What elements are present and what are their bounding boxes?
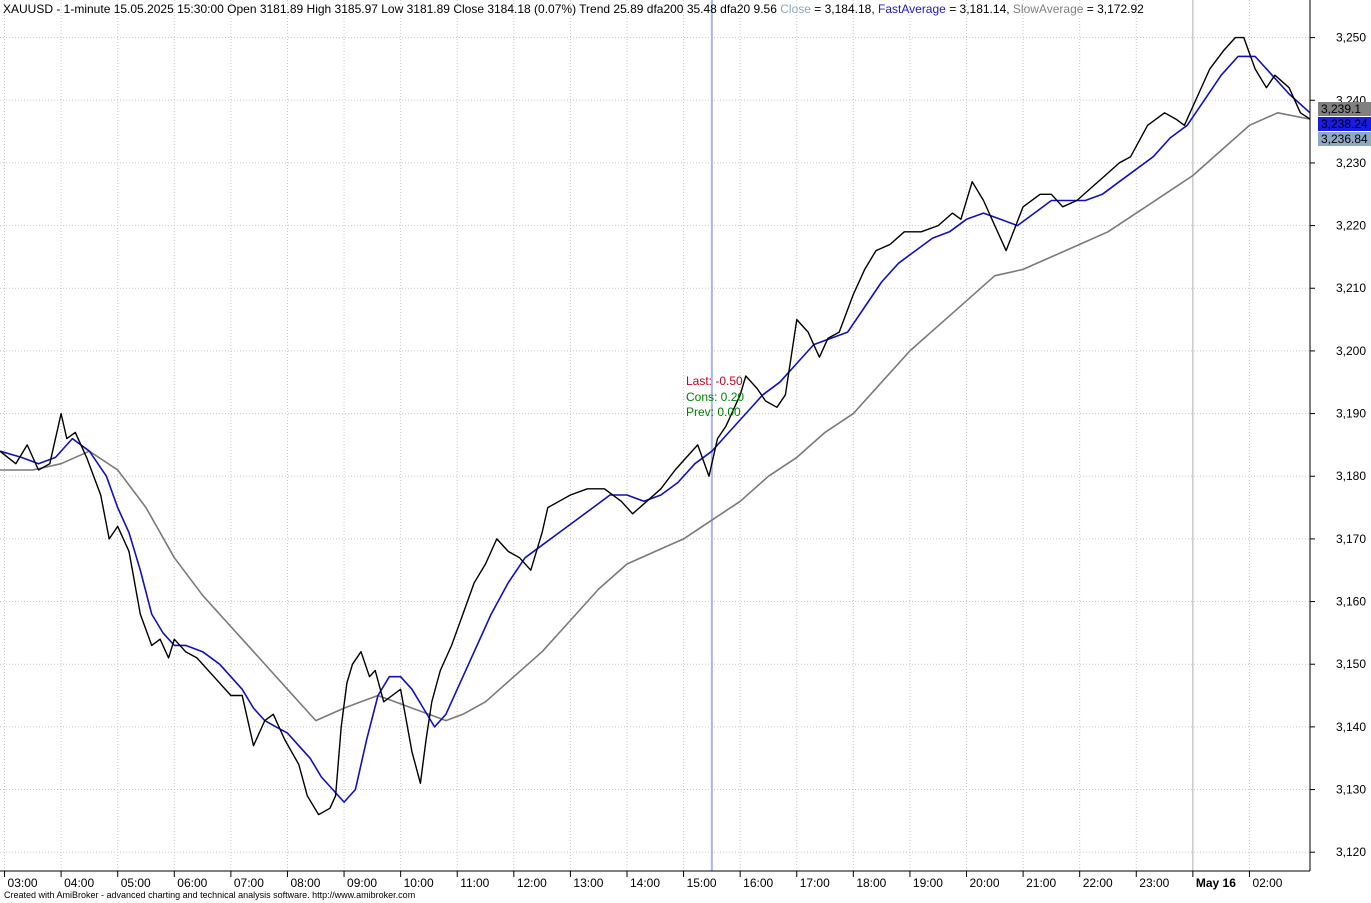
header-close-value: = 3,184.18,: [814, 2, 874, 16]
annotation-last: Last: -0.50: [686, 374, 743, 388]
header-slow-label: SlowAverage: [1013, 2, 1084, 16]
chart-header: XAUUSD - 1-minute 15.05.2025 15:30:00 Op…: [3, 2, 1144, 16]
x-tick-label: 23:00: [1139, 876, 1169, 890]
x-tick-label: 19:00: [913, 876, 943, 890]
y-tick-label: 3,130: [1336, 783, 1366, 797]
price-tag-label: 3,236.84: [1321, 132, 1368, 146]
x-tick-label: 21:00: [1026, 876, 1056, 890]
price-tag-bg: [1318, 117, 1371, 131]
price-tag-bg: [1318, 102, 1371, 116]
x-tick-label: 04:00: [64, 876, 94, 890]
x-tick-label: 22:00: [1083, 876, 1113, 890]
price-tag-label: 3,238.24: [1321, 117, 1368, 131]
x-tick-label: 03:00: [8, 876, 38, 890]
price-tags: 3,239.13,238.243,236.84: [1318, 102, 1371, 146]
y-tick-label: 3,120: [1336, 845, 1366, 859]
y-tick-label: 3,180: [1336, 469, 1366, 483]
y-tick-label: 3,170: [1336, 532, 1366, 546]
x-tick-label: 17:00: [800, 876, 830, 890]
y-tick-label: 3,210: [1336, 281, 1366, 295]
header-close-label: Close: [780, 2, 811, 16]
y-tick-label: 3,150: [1336, 657, 1366, 671]
x-axis: 03:00 04:00 05:00 06:00 07:00 08:00 09:00 10:00…: [4, 871, 1283, 890]
series-close: [0, 36, 1311, 816]
footer-credit: Created with AmiBroker - advanced charti…: [4, 890, 416, 900]
y-axis: 3,120 3,130 3,140 3,150 3,160 3,170 3,180 3,190…: [1310, 31, 1366, 859]
series-fastaverage: [0, 55, 1311, 803]
x-tick-label: 05:00: [121, 876, 151, 890]
x-tick-label: 11:00: [460, 876, 489, 890]
y-tick-label: 3,140: [1336, 720, 1366, 734]
x-tick-label: 12:00: [517, 876, 547, 890]
x-tick-label: 16:00: [743, 876, 773, 890]
series-layer: [0, 36, 1311, 816]
y-tick-label: 3,200: [1336, 344, 1366, 358]
x-tick-label: 13:00: [573, 876, 603, 890]
price-tag-bg: [1318, 132, 1371, 146]
x-tick-label: 14:00: [630, 876, 660, 890]
x-tick-label: 08:00: [290, 876, 320, 890]
x-tick-label: 02:00: [1252, 876, 1282, 890]
x-tick-label: 15:00: [687, 876, 717, 890]
header-symbol-line: XAUUSD - 1-minute 15.05.2025 15:30:00 Op…: [3, 2, 777, 16]
series-slowaverage: [0, 112, 1311, 722]
y-tick-label: 3,230: [1336, 156, 1366, 170]
annotation-cons: Cons: 0.20: [686, 390, 744, 404]
annotation-prev: Prev: 0.00: [686, 405, 741, 419]
y-tick-label: 3,160: [1336, 595, 1366, 609]
x-tick-label: 06:00: [177, 876, 207, 890]
header-fast-value: = 3,181.14,: [949, 2, 1009, 16]
x-tick-label: 18:00: [856, 876, 886, 890]
y-tick-label: 3,190: [1336, 407, 1366, 421]
header-fast-label: FastAverage: [878, 2, 946, 16]
x-tick-label: 07:00: [234, 876, 264, 890]
x-tick-label: 10:00: [404, 876, 434, 890]
x-tick-label: 09:00: [347, 876, 377, 890]
x-tick-label: May 16: [1196, 876, 1236, 890]
price-tag-label: 3,239.1: [1321, 102, 1361, 116]
header-slow-value: = 3,172.92: [1087, 2, 1144, 16]
y-tick-label: 3,250: [1336, 31, 1366, 45]
x-tick-label: 20:00: [970, 876, 1000, 890]
y-tick-label: 3,220: [1336, 219, 1366, 233]
grid-lines: [0, 0, 1310, 871]
